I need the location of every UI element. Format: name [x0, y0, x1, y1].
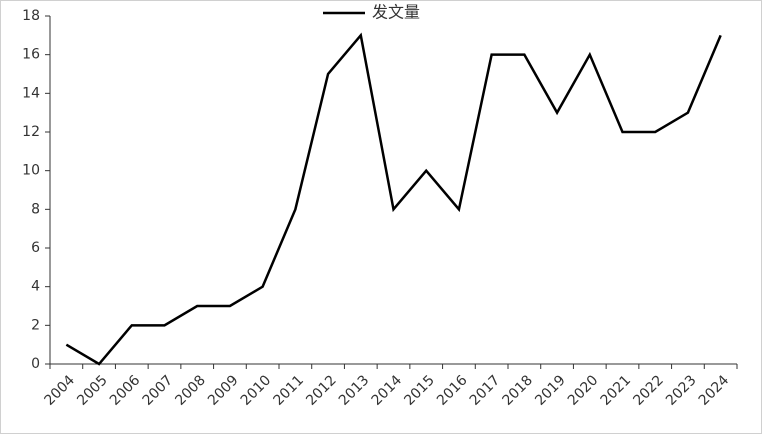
- y-tick-label: 8: [31, 201, 40, 217]
- y-tick-label: 6: [31, 240, 40, 256]
- y-tick-label: 14: [22, 85, 40, 101]
- y-tick-label: 16: [22, 47, 40, 63]
- y-tick-label: 0: [31, 356, 40, 372]
- legend-label: 发文量: [372, 3, 420, 22]
- y-tick-label: 2: [31, 317, 40, 333]
- line-series: [65, 32, 722, 366]
- y-tick-label: 12: [22, 124, 40, 140]
- y-tick-label: 4: [31, 279, 40, 295]
- y-tick-label: 10: [22, 163, 40, 179]
- y-tick-label: 18: [22, 8, 40, 24]
